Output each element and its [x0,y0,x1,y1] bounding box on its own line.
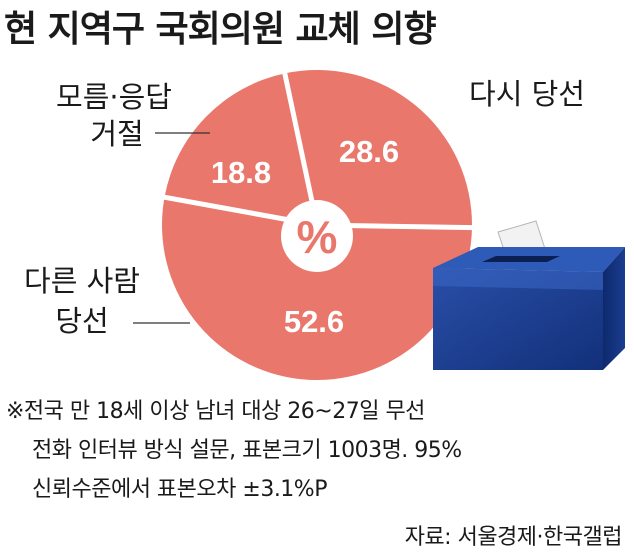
center-percent-sign: % [297,211,338,263]
category-label-other-line1: 다른 사람 [24,264,140,298]
category-label-unknown-line2: 거절 [90,117,143,151]
value-label-other: 52.6 [284,304,344,339]
note-line-1: ※전국 만 18세 이상 남녀 대상 26~27일 무선 [6,399,425,424]
category-label-other-line2: 당선 [55,304,108,338]
pie-slice-other [161,197,472,381]
value-label-repeat: 28.6 [339,134,399,169]
pie-slice-unknown [164,73,317,226]
note-line-3: 신뢰수준에서 표본오차 ±3.1%P [32,477,327,502]
survey-note: ※전국 만 18세 이상 남녀 대상 26~27일 무선 전화 인터뷰 방식 설… [6,392,462,509]
category-label-unknown-line1: 모름·응답 [56,80,172,114]
pie-divider [282,71,320,226]
ballot-box-icon [433,220,625,370]
center-circle [281,200,353,272]
pie-slice-repeat [284,70,472,228]
source-credit: 자료: 서울경제·한국갤럽 [404,525,623,550]
chart-title: 현 지역구 국회의원 교체 의향 [4,9,437,50]
category-label-repeat: 다시 당선 [469,77,585,111]
value-label-unknown: 18.8 [211,155,271,190]
note-line-2: 전화 인터뷰 방식 설문, 표본크기 1003명. 95% [32,438,462,463]
